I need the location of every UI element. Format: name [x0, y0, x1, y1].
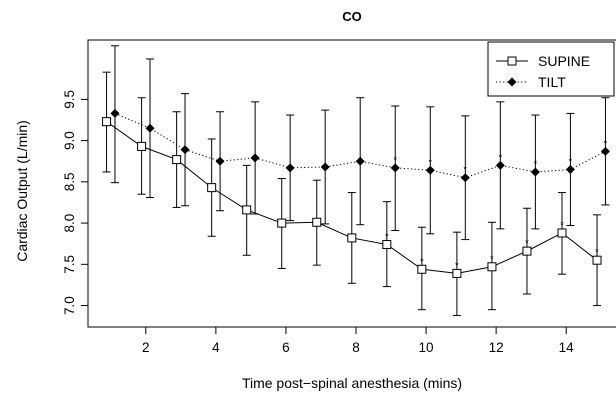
legend-label-supine: SUPINE [538, 53, 590, 69]
data-point [417, 264, 427, 274]
x-tick-label: 4 [212, 340, 220, 355]
data-point [592, 255, 602, 265]
data-point [277, 218, 287, 228]
x-tick-label: 6 [282, 340, 290, 355]
y-tick-label: 9.5 [62, 90, 77, 109]
x-tick-label: 2 [142, 340, 150, 355]
significance-marker: * [429, 157, 433, 167]
significance-marker: * [534, 159, 538, 169]
y-tick-label: 8.5 [62, 172, 77, 191]
significance-marker: * [560, 220, 564, 230]
legend-entry-supine: SUPINE [496, 53, 590, 69]
significance-marker: * [420, 256, 424, 266]
x-tick-label: 14 [559, 340, 575, 355]
data-point [285, 163, 295, 173]
data-point [312, 217, 322, 227]
data-point [460, 173, 470, 183]
significance-marker: * [595, 247, 599, 257]
data-point [242, 205, 252, 215]
series-tilt: * * * * * * * [110, 45, 610, 241]
data-point [137, 141, 147, 151]
legend-label-tilt: TILT [538, 74, 566, 90]
significance-marker: * [569, 156, 573, 166]
significance-marker: * [455, 260, 459, 270]
data-point [425, 165, 435, 175]
data-point [110, 108, 120, 118]
series-line-tilt [114, 112, 606, 179]
y-axis-label: Cardiac Output (L/min) [14, 120, 30, 262]
significance-marker: * [464, 165, 468, 175]
data-point [320, 162, 330, 172]
data-point [452, 268, 462, 278]
data-point [382, 240, 392, 250]
data-point [207, 183, 217, 193]
data-point [600, 146, 610, 156]
x-tick-label: 10 [419, 340, 434, 355]
data-point [102, 117, 112, 127]
legend-entry-tilt: TILT [496, 74, 566, 90]
axes: 2 4 6 8 10 12 14 7.0 7.5 8.0 8.5 9.0 9.5 [62, 90, 574, 355]
series-supine: * * * * * * * [102, 71, 602, 316]
data-point [355, 156, 365, 166]
legend-box [487, 41, 615, 97]
plot-frame [87, 39, 616, 328]
x-tick-label: 12 [489, 340, 504, 355]
significance-marker: * [385, 232, 389, 242]
data-point [530, 167, 540, 177]
significance-marker: * [604, 138, 608, 148]
series-layer: * * * * * * * * * * * * * * [102, 45, 610, 316]
x-tick-label: 8 [352, 340, 360, 355]
y-tick-label: 8.0 [62, 214, 77, 233]
y-tick-label: 7.5 [62, 255, 77, 274]
data-point [250, 153, 260, 163]
y-tick-label: 9.0 [62, 131, 77, 150]
data-point [390, 163, 400, 173]
data-point [215, 156, 225, 166]
significance-marker: * [525, 238, 529, 248]
legend: SUPINE TILT [487, 41, 615, 97]
data-point [180, 145, 190, 155]
data-point [172, 155, 182, 165]
significance-marker: * [499, 152, 503, 162]
data-point [522, 246, 532, 256]
data-point [565, 164, 575, 174]
data-point [347, 233, 357, 243]
data-point [487, 262, 497, 272]
y-tick-label: 7.0 [62, 296, 77, 315]
data-point [145, 123, 155, 133]
significance-marker: * [393, 155, 397, 165]
data-point [557, 228, 567, 238]
significance-marker: * [490, 254, 494, 264]
data-point [495, 160, 505, 170]
x-axis-label: Time post−spinal anesthesia (mins) [242, 375, 462, 391]
chart-title: CO [342, 9, 362, 24]
